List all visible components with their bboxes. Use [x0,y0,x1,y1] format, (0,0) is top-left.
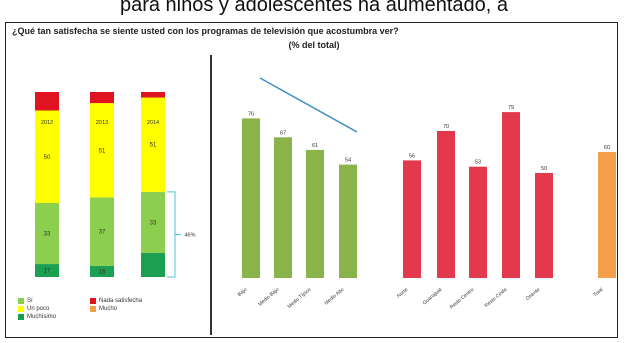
stacked-bar-segment [90,265,114,277]
legend-swatch-un-poco [18,306,24,312]
bar-value-label: 50 [541,166,547,172]
segment-label: 33 [150,220,157,226]
bar-value-label: 56 [409,153,415,159]
bar-value-label: 76 [248,111,254,117]
stacked-bar-segment [90,103,114,198]
legend-swatch-mucho [90,306,96,312]
trend-line [259,77,358,133]
legend-label-si: Sí [27,298,33,304]
legend-item-mucho: Mucho [90,306,117,312]
x-tick-label: 2013 [96,120,108,126]
segment-label: 16 [99,269,106,275]
bar-value-label: 79 [508,105,514,111]
x-tick-label: Resto Cintla [484,287,509,309]
bar [535,173,553,278]
stacked-bar-segment [35,110,59,203]
legend-label-un-poco: Un poco [27,306,50,312]
legend-item-si: Sí [18,298,33,304]
segment-label: 51 [150,143,157,149]
stacked-bar-segment [90,92,114,104]
x-tick-label: Medio Bajo [257,287,280,308]
x-tick-label: Medio Típico [287,287,313,310]
x-tick-label: Medio Alto [324,287,346,307]
x-tick-label: 2014 [147,120,159,126]
x-tick-label: 2012 [41,120,53,126]
segment-label: 33 [44,232,51,238]
legend-swatch-si [18,298,24,304]
header-text: para niños y adolescentes ha aumentado, … [119,0,509,16]
bar [598,152,616,278]
segment-label: 50 [44,155,51,161]
legend-label-muchisimo: Muchísimo [27,314,57,320]
bar-value-label: 70 [443,124,449,130]
bar [242,118,260,279]
chart-frame [5,22,618,338]
bar-value-label: 61 [312,143,318,149]
legend-swatch-nada [90,298,96,304]
bracket [167,191,176,278]
bar-value-label: 60 [604,145,610,151]
bar [469,166,487,278]
stacked-bar-segment [141,92,165,98]
segment-label: 17 [44,269,51,275]
bar-value-label: 53 [475,160,481,166]
legend-swatch-muchisimo [18,314,24,320]
x-tick-label: Norte [396,287,409,300]
stacked-bar-segment [90,197,114,266]
bracket-label: 46% [184,232,195,238]
chart-subtitle: (% del total) [288,40,340,50]
stacked-bar-segment [141,252,165,277]
stacked-bar-segment [141,191,165,253]
bar [274,137,292,278]
stacked-bar-segment [141,97,165,192]
x-tick-label: Resto Centro [449,287,476,311]
x-tick-label: Oriente [525,287,542,302]
x-tick-label: Guanajuat [422,287,444,307]
bar [306,149,324,278]
legend-item-muchisimo: Muchísimo [18,314,56,320]
bar [339,164,357,278]
legend-label-mucho: Mucho [99,306,118,312]
bar-value-label: 67 [280,130,286,136]
stacked-bar-segment [35,203,59,265]
bar [403,160,421,278]
chart-title: ¿Qué tan satisfecha se siente usted con … [12,26,399,36]
bar-value-label: 54 [345,158,351,164]
stacked-bar-segment [35,92,59,111]
segment-label: 51 [99,148,106,154]
bar [437,131,455,278]
legend-label-nada: Nada satisfecha [99,298,143,304]
stacked-bar-segment [35,264,59,277]
legend-item-nada: Nada satisfecha [90,298,142,304]
legend-item-un-poco: Un poco [18,306,49,312]
panel-divider [210,55,212,335]
x-tick-label: Total [592,287,604,298]
segment-label: 37 [99,230,106,236]
bar [502,112,520,278]
x-tick-label: Bajo [237,287,249,298]
